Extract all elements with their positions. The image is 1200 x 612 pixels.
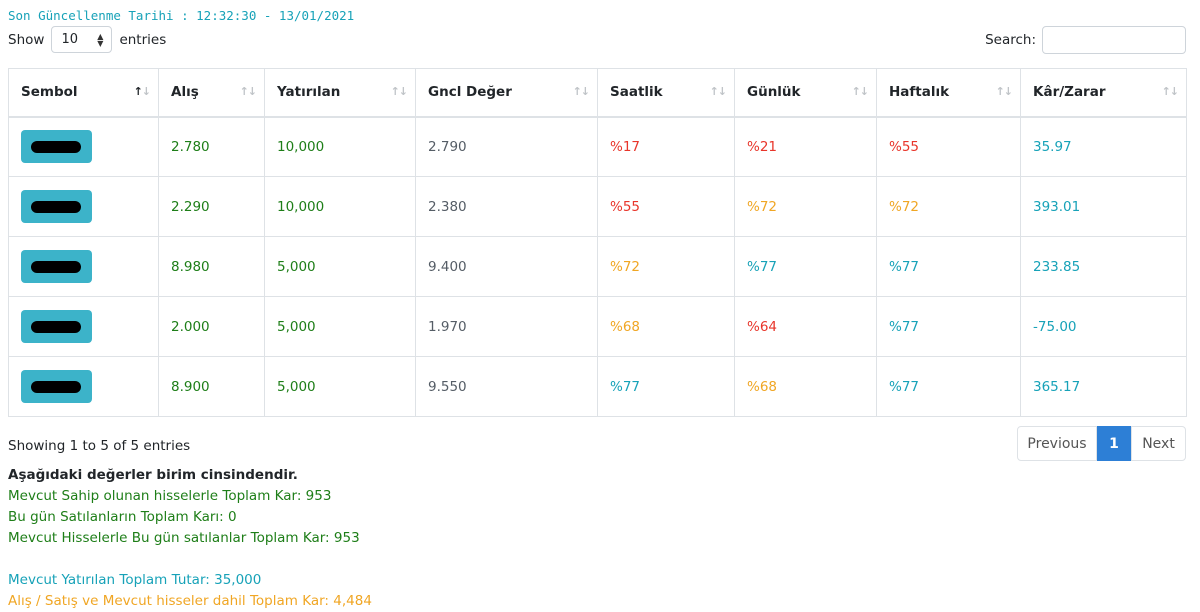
page-1-button[interactable]: 1	[1097, 426, 1131, 461]
kar-zarar-cell: -75.00	[1020, 296, 1187, 357]
entries-select-value: 10	[61, 32, 78, 47]
search-label: Search:	[985, 32, 1036, 48]
symbol-cell	[8, 356, 159, 417]
saatlik-cell: %55	[597, 176, 735, 237]
guncel-deger-cell: 1.970	[415, 296, 598, 357]
alis-cell: 8.980	[158, 236, 265, 297]
kar-zarar-cell: 365.17	[1020, 356, 1187, 417]
previous-page-button[interactable]: Previous	[1017, 426, 1097, 461]
guncel-deger-cell: 2.790	[415, 116, 598, 177]
yatirilan-cell: 5,000	[264, 236, 416, 297]
symbol-button[interactable]	[21, 250, 92, 283]
sort-icon: ↑↓	[239, 85, 257, 98]
redacted-mark	[31, 141, 81, 154]
table-row: 2.780 10,000 2.790 %17 %21 %55 35.97	[8, 116, 1187, 177]
kar-zarar-cell: 233.85	[1020, 236, 1187, 297]
column-header-alis[interactable]: Alış ↑↓	[158, 68, 265, 118]
symbol-cell	[8, 116, 159, 177]
yatirilan-cell: 5,000	[264, 296, 416, 357]
symbol-button[interactable]	[21, 370, 92, 403]
gunluk-cell: %68	[734, 356, 877, 417]
haftalik-cell: %77	[876, 296, 1021, 357]
column-header-kar-zarar[interactable]: Kâr/Zarar ↑↓	[1020, 68, 1187, 118]
saatlik-cell: %77	[597, 356, 735, 417]
entries-label: entries	[119, 31, 167, 48]
entries-select[interactable]: 10 ▲ ▼	[51, 26, 113, 53]
table-row: 8.980 5,000 9.400 %72 %77 %77 233.85	[8, 236, 1187, 297]
table-header-row: Sembol ↑↓ Alış ↑↓ Yatırılan ↑↓ Gncl Değer ↑↓…	[8, 68, 1187, 118]
table-row: 2.290 10,000 2.380 %55 %72 %72 393.01	[8, 176, 1187, 237]
saatlik-cell: %72	[597, 236, 735, 297]
symbol-cell	[8, 236, 159, 297]
guncel-deger-cell: 9.400	[415, 236, 598, 297]
select-chevron-icon: ▲ ▼	[97, 31, 104, 48]
search-control: Search:	[985, 26, 1186, 54]
haftalik-cell: %55	[876, 116, 1021, 177]
symbol-cell	[8, 296, 159, 357]
sort-icon: ↑↓	[572, 85, 590, 98]
haftalik-cell: %72	[876, 176, 1021, 237]
haftalik-cell: %77	[876, 236, 1021, 297]
kar-zarar-cell: 393.01	[1020, 176, 1187, 237]
sort-icon: ↑↓	[709, 85, 727, 98]
guncel-deger-cell: 2.380	[415, 176, 598, 237]
yatirilan-cell: 5,000	[264, 356, 416, 417]
kar-zarar-cell: 35.97	[1020, 116, 1187, 177]
table-row: 2.000 5,000 1.970 %68 %64 %77 -75.00	[8, 296, 1187, 357]
guncel-deger-cell: 9.550	[415, 356, 598, 417]
sort-icon: ↑↓	[133, 85, 151, 98]
sort-icon: ↑↓	[1161, 85, 1179, 98]
symbol-button[interactable]	[21, 310, 92, 343]
symbol-button[interactable]	[21, 130, 92, 164]
saatlik-cell: %68	[597, 296, 735, 357]
column-header-guncel-deger[interactable]: Gncl Değer ↑↓	[415, 68, 598, 118]
entries-length-control: Show 10 ▲ ▼ entries	[8, 26, 166, 53]
redacted-mark	[31, 201, 81, 213]
table-info: Showing 1 to 5 of 5 entries	[8, 438, 191, 454]
redacted-mark	[31, 381, 81, 393]
haftalik-cell: %77	[876, 356, 1021, 417]
column-header-saatlik[interactable]: Saatlik ↑↓	[597, 68, 735, 118]
portfolio-table: Sembol ↑↓ Alış ↑↓ Yatırılan ↑↓ Gncl Değer ↑↓…	[8, 68, 1187, 417]
gunluk-cell: %72	[734, 176, 877, 237]
summary-line-current-profit: Mevcut Sahip olunan hisselerle Toplam Ka…	[8, 488, 332, 504]
spacer	[8, 549, 372, 570]
symbol-cell	[8, 176, 159, 237]
summary-line-total-profit: Alış / Satış ve Mevcut hisseler dahil To…	[8, 593, 372, 609]
alis-cell: 2.290	[158, 176, 265, 237]
gunluk-cell: %77	[734, 236, 877, 297]
table-row: 8.900 5,000 9.550 %77 %68 %77 365.17	[8, 356, 1187, 417]
alis-cell: 2.780	[158, 116, 265, 177]
saatlik-cell: %17	[597, 116, 735, 177]
last-updated-text: Son Güncellenme Tarihi : 12:32:30 - 13/0…	[8, 8, 355, 23]
search-input[interactable]	[1042, 26, 1186, 54]
column-header-yatirilan[interactable]: Yatırılan ↑↓	[264, 68, 416, 118]
show-label: Show	[8, 31, 45, 48]
column-header-sembol[interactable]: Sembol ↑↓	[8, 68, 159, 118]
gunluk-cell: %21	[734, 116, 877, 177]
redacted-mark	[31, 261, 81, 273]
summary-line-total-invested: Mevcut Yatırılan Toplam Tutar: 35,000	[8, 572, 262, 588]
sort-icon: ↑↓	[851, 85, 869, 98]
sort-icon: ↑↓	[390, 85, 408, 98]
alis-cell: 2.000	[158, 296, 265, 357]
summary-line-sold-today-profit: Bu gün Satılanların Toplam Karı: 0	[8, 509, 237, 525]
yatirilan-cell: 10,000	[264, 176, 416, 237]
yatirilan-cell: 10,000	[264, 116, 416, 177]
summary-block: Aşağıdaki değerler birim cinsindendir. M…	[8, 465, 372, 612]
pagination: Previous 1 Next	[1017, 426, 1186, 461]
column-header-gunluk[interactable]: Günlük ↑↓	[734, 68, 877, 118]
gunluk-cell: %64	[734, 296, 877, 357]
next-page-button[interactable]: Next	[1131, 426, 1186, 461]
summary-line-combined-profit: Mevcut Hisselerle Bu gün satılanlar Topl…	[8, 530, 360, 546]
alis-cell: 8.900	[158, 356, 265, 417]
redacted-mark	[31, 321, 81, 333]
sort-icon: ↑↓	[995, 85, 1013, 98]
symbol-button[interactable]	[21, 190, 92, 223]
summary-heading: Aşağıdaki değerler birim cinsindendir.	[8, 467, 298, 483]
column-header-haftalik[interactable]: Haftalık ↑↓	[876, 68, 1021, 118]
